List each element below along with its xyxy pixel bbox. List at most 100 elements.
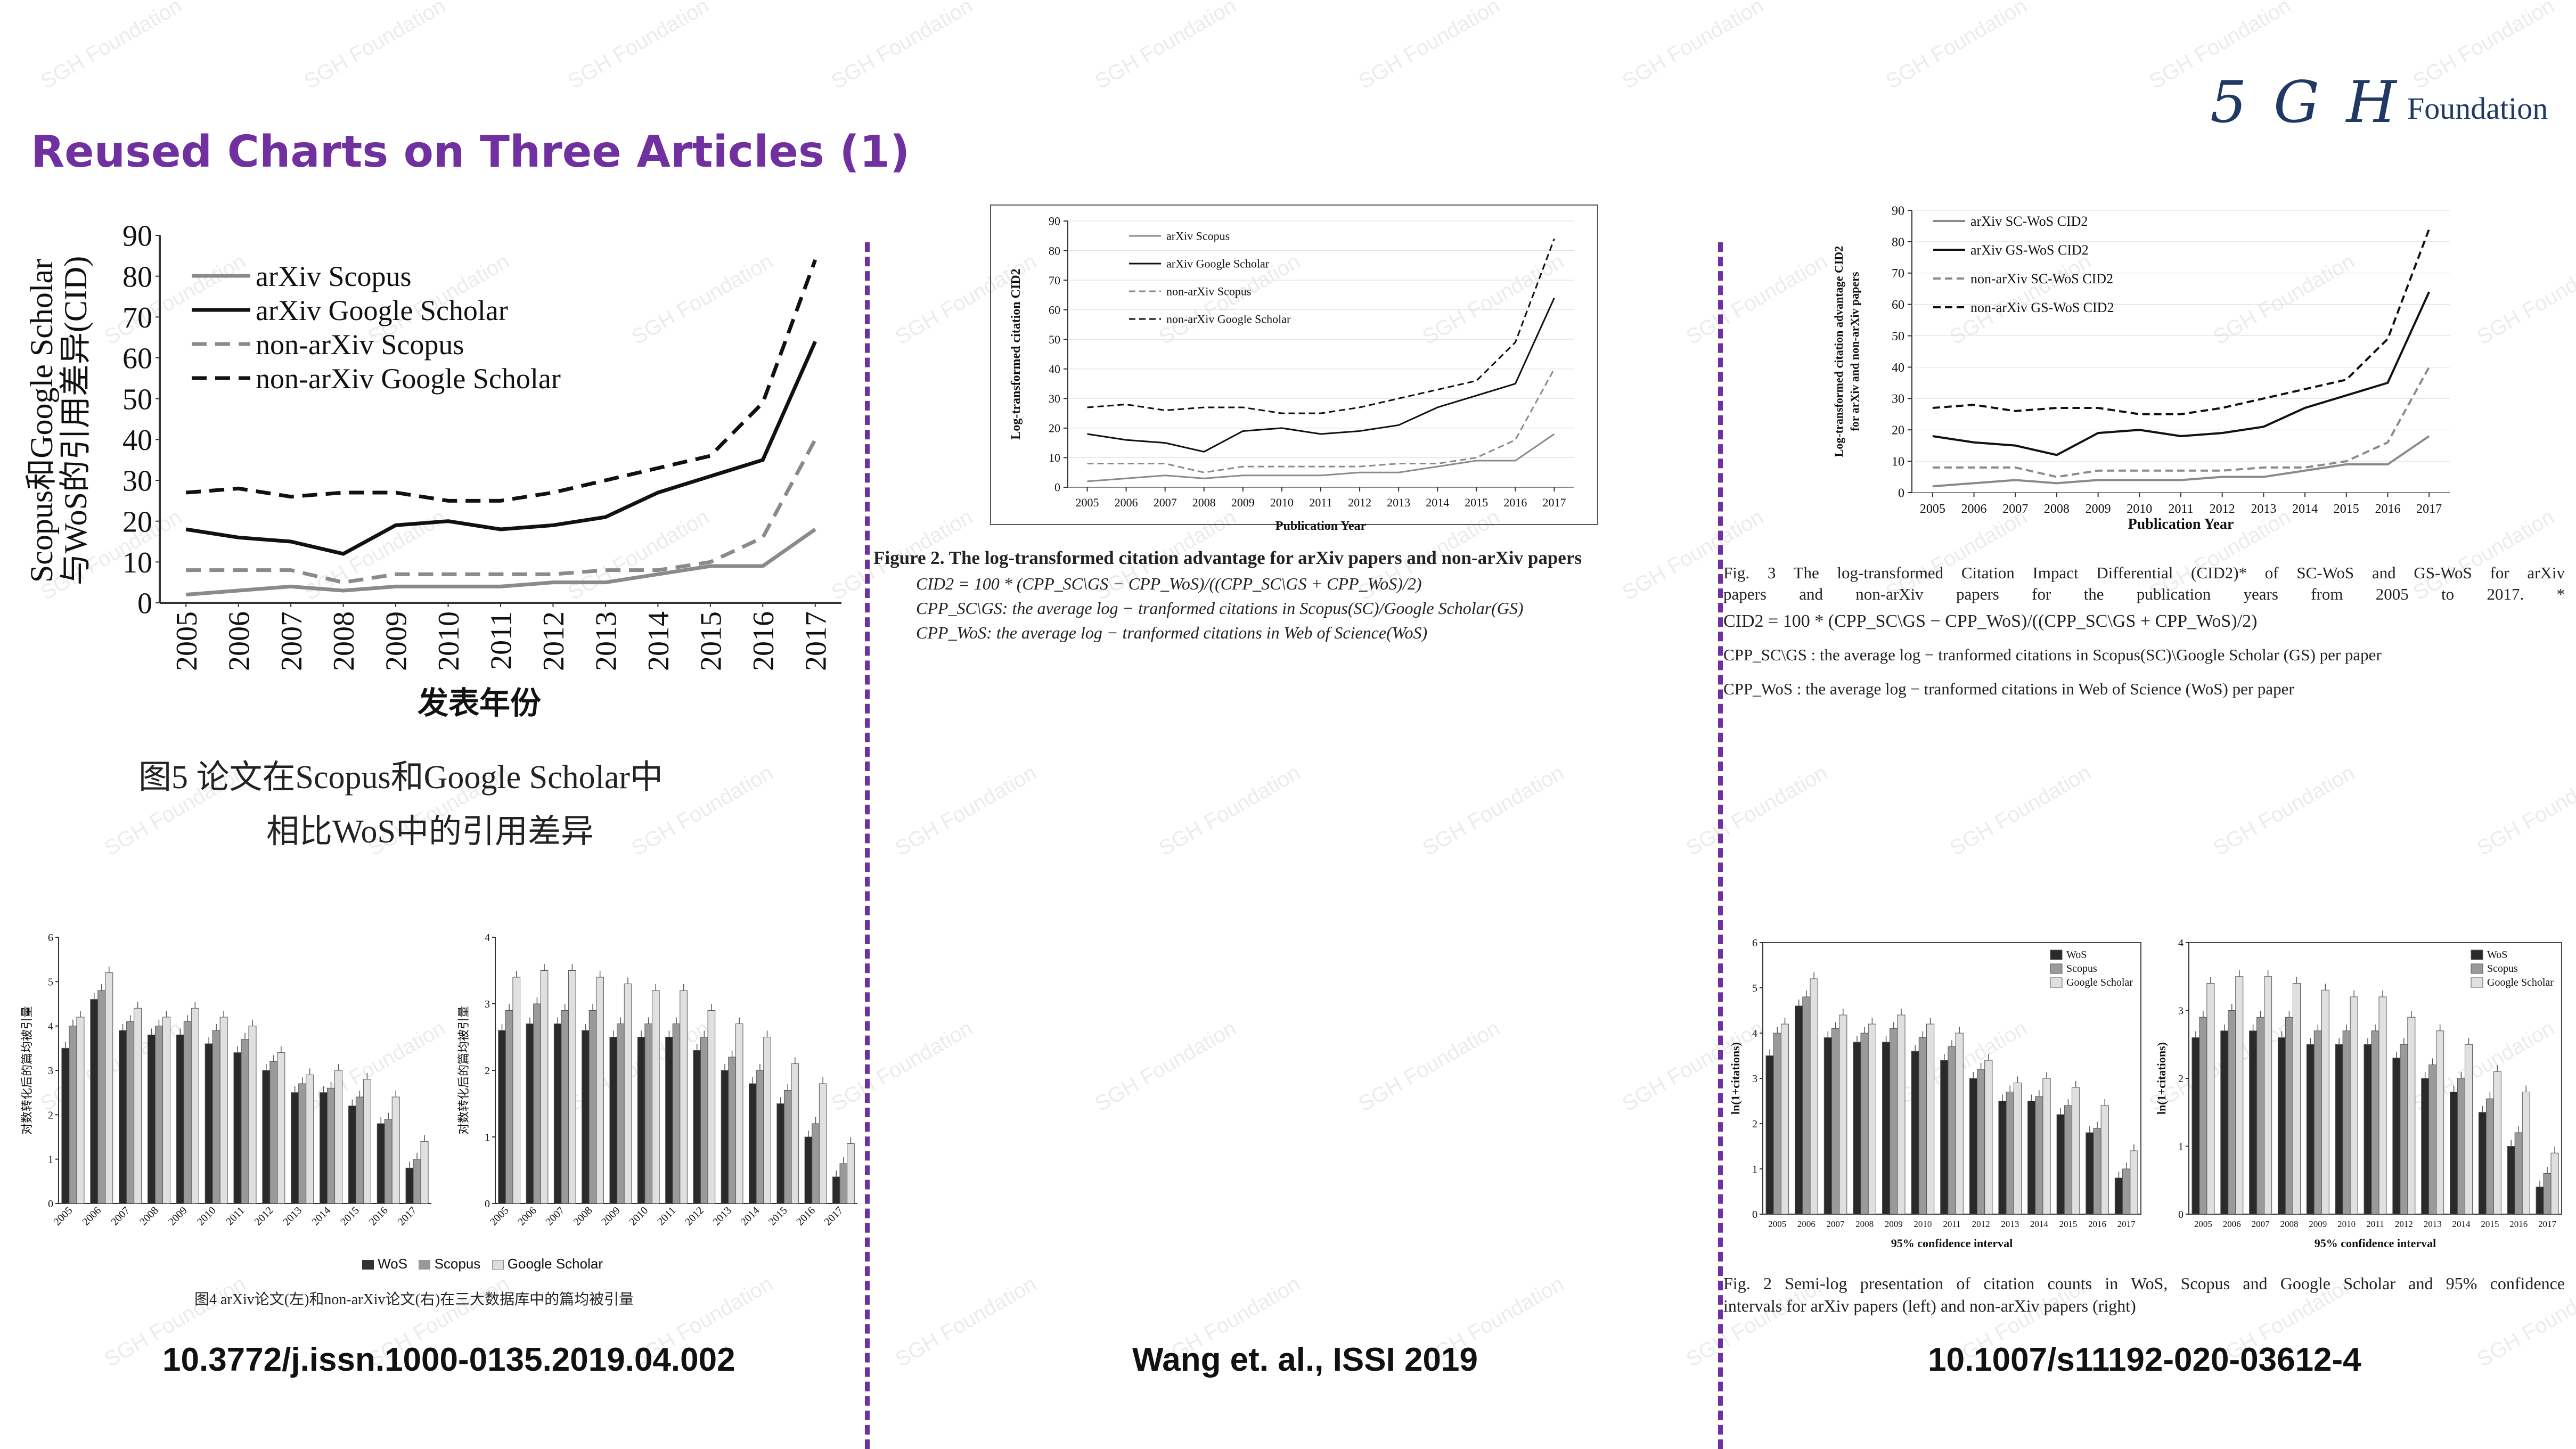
watermark-text: SGH Foundation — [1618, 0, 1768, 94]
legend-swatch-scopus — [419, 1260, 431, 1270]
bar — [384, 1119, 392, 1204]
bar — [2550, 1152, 2559, 1215]
line-chart-middle: 0 10 20 30 40 50 60 70 80 90 2005 2006 2007 2008 2009 2… — [990, 204, 1598, 533]
bar — [568, 970, 576, 1204]
legend-label: Scopus — [2487, 963, 2518, 975]
bar — [2378, 996, 2387, 1215]
y-tick-label: 4 — [2178, 937, 2184, 949]
bar — [2206, 983, 2215, 1215]
bar — [2350, 996, 2358, 1215]
bar — [1911, 1051, 1919, 1215]
y-tick-label: 0 — [1898, 486, 1904, 500]
series-line — [185, 528, 816, 597]
y-axis-title: Log-transformed citation CID2 — [1009, 268, 1023, 439]
watermark-text: SGH Foundation — [1682, 249, 1831, 349]
bar — [561, 1010, 569, 1204]
watermark-text: SGH Foundation — [891, 760, 1041, 861]
series-line — [1087, 297, 1555, 453]
x-tick-label: 2009 — [1885, 1219, 1903, 1229]
x-tick-label: 2007 — [109, 1205, 132, 1228]
legend-swatch — [2050, 963, 2063, 974]
bar — [2400, 1044, 2408, 1215]
x-tick-label: 2008 — [571, 1205, 595, 1228]
bar — [2306, 1044, 2315, 1215]
x-tick-label: 2008 — [1192, 496, 1216, 509]
bar — [134, 1008, 142, 1204]
y-tick-label: 0 — [1752, 1209, 1757, 1221]
y-tick-label: 60 — [1049, 303, 1060, 316]
bar — [420, 1141, 429, 1204]
x-tick-label: 2013 — [2424, 1219, 2442, 1229]
bar — [1773, 1033, 1781, 1215]
bar — [2465, 1044, 2473, 1215]
x-tick-label: 2016 — [2509, 1219, 2528, 1229]
y-tick-label: 30 — [122, 465, 152, 498]
y-tick-label: 0 — [2178, 1209, 2184, 1221]
x-tick-label: 2016 — [2375, 502, 2400, 516]
bar — [76, 1017, 85, 1204]
x-tick-label: 2014 — [739, 1205, 762, 1228]
legend-label: arXiv Google Scholar — [1166, 257, 1270, 271]
legend-label: non-arXiv Scopus — [256, 329, 464, 361]
bar — [2027, 1101, 2036, 1215]
line-chart-right: 0 10 20 30 40 50 60 70 80 90 2005 2006 2007 2008 2009 2… — [1832, 204, 2450, 533]
x-tick-label: 2005 — [52, 1205, 75, 1228]
right-caption-2: papers and non-arXiv papers for the publ… — [1723, 585, 2565, 603]
bar — [405, 1167, 414, 1204]
y-axis-title: 对数转化后的篇均被引量 — [20, 1006, 34, 1135]
legend-label: arXiv Scopus — [1166, 230, 1230, 243]
x-tick-label: 2012 — [683, 1205, 706, 1228]
y-tick-label: 3 — [48, 1065, 53, 1077]
x-tick-label: 2006 — [1115, 496, 1138, 509]
x-tick-label: 2009 — [380, 611, 413, 671]
x-tick-label: 2016 — [747, 611, 780, 671]
bar — [119, 1030, 127, 1204]
y-tick-label: 10 — [122, 546, 152, 579]
bar — [413, 1159, 421, 1204]
left-line-caption-1: 图5 论文在Scopus和Google Scholar中 — [138, 759, 664, 796]
watermark-text: SGH Foundation — [2209, 760, 2359, 861]
x-tick-label: 2010 — [432, 611, 465, 671]
right-caption-5: CPP_WoS : the average log − tranformed c… — [1723, 680, 2294, 698]
legend-label: non-arXiv GS-WoS CID2 — [1970, 300, 2114, 315]
reference-middle: Wang et. al., ISSI 2019 — [1132, 1341, 1478, 1378]
legend-swatch — [2471, 963, 2483, 974]
bar — [1890, 1028, 1898, 1215]
bar — [2042, 1078, 2051, 1215]
bar-chart-right-nonarxiv: 0 1 2 3 4 2005 2006 2007 2008 2009 2010 2011 2012 201… — [2155, 937, 2562, 1250]
bar — [588, 1010, 597, 1204]
bar — [609, 1037, 618, 1204]
bar — [233, 1052, 242, 1204]
bar — [262, 1070, 271, 1204]
bar — [90, 999, 99, 1204]
chart-frame — [990, 204, 1598, 525]
bar — [847, 1143, 855, 1204]
x-axis-title: Publication Year — [2128, 516, 2234, 533]
y-tick-label: 1 — [485, 1132, 490, 1143]
x-tick-label: 2014 — [2452, 1219, 2471, 1229]
y-tick-label: 30 — [1892, 392, 1904, 406]
y-tick-label: 20 — [1892, 424, 1904, 438]
series-line — [1087, 433, 1555, 482]
bar — [306, 1074, 314, 1204]
y-tick-label: 4 — [485, 932, 490, 944]
bar — [277, 1052, 285, 1204]
bar — [241, 1039, 249, 1204]
bar — [804, 1136, 813, 1204]
bar — [2235, 976, 2244, 1215]
bar — [2321, 989, 2329, 1215]
bar — [2364, 1044, 2372, 1215]
watermark-text: SGH Foundation — [2473, 249, 2576, 349]
x-tick-label: 2016 — [794, 1205, 817, 1228]
legend-swatch — [2050, 949, 2063, 960]
legend-label-gs: Google Scholar — [507, 1256, 603, 1272]
x-tick-label: 2013 — [1387, 496, 1410, 509]
bar — [1780, 1024, 1789, 1215]
bar — [2199, 1017, 2207, 1215]
x-tick-label: 2012 — [1972, 1219, 1990, 1229]
bar — [126, 1021, 135, 1204]
bar — [498, 1030, 506, 1204]
middle-caption: Figure 2. The log-transformed citation a… — [873, 547, 1582, 568]
x-tick-label: 2010 — [1913, 1219, 1932, 1229]
x-tick-label: 2008 — [328, 611, 361, 671]
